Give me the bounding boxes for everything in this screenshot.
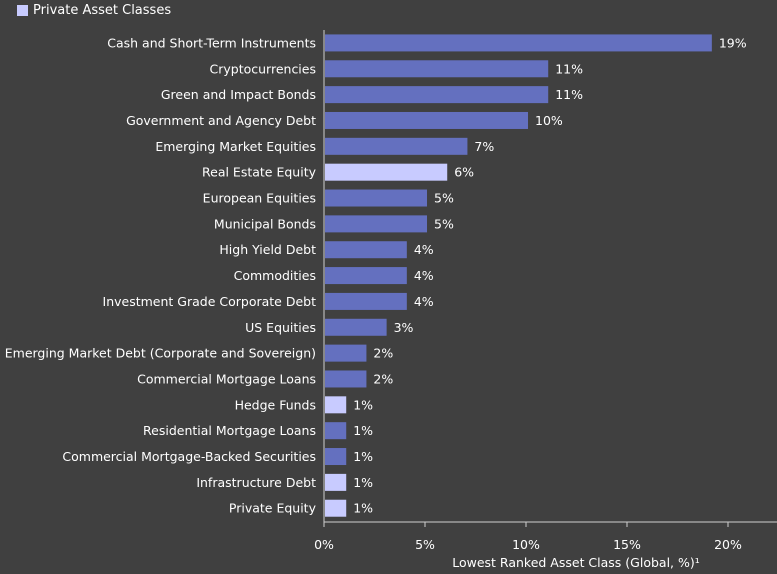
bar bbox=[325, 292, 407, 310]
x-tick-label: 5% bbox=[415, 537, 435, 552]
bar bbox=[325, 344, 367, 362]
category-label: Commercial Mortgage-Backed Securities bbox=[62, 449, 316, 464]
legend-label: Private Asset Classes bbox=[33, 3, 172, 18]
bar bbox=[325, 241, 407, 259]
category-label: Hedge Funds bbox=[235, 397, 316, 412]
category-label: Commodities bbox=[234, 268, 316, 283]
bar bbox=[325, 189, 428, 207]
category-label: Commercial Mortgage Loans bbox=[137, 371, 316, 386]
category-label: Residential Mortgage Loans bbox=[143, 423, 316, 438]
category-label: Municipal Bonds bbox=[214, 216, 316, 231]
value-label: 2% bbox=[373, 346, 393, 361]
bar bbox=[325, 60, 549, 78]
value-label: 6% bbox=[454, 165, 474, 180]
value-label: 5% bbox=[434, 216, 454, 231]
category-label: Investment Grade Corporate Debt bbox=[103, 294, 317, 309]
bar bbox=[325, 318, 387, 336]
chart-legend: Private Asset Classes bbox=[17, 3, 171, 18]
category-label: Government and Agency Debt bbox=[126, 113, 316, 128]
x-tick-label: 15% bbox=[613, 537, 641, 552]
category-label: US Equities bbox=[245, 320, 316, 335]
category-label: Private Equity bbox=[229, 501, 317, 516]
legend-swatch bbox=[17, 5, 28, 16]
x-axis-title: Lowest Ranked Asset Class (Global, %)¹ bbox=[452, 555, 700, 570]
bar bbox=[325, 34, 712, 52]
value-label: 4% bbox=[414, 242, 434, 257]
bar bbox=[325, 215, 428, 233]
value-label: 1% bbox=[353, 449, 373, 464]
category-label: Cryptocurrencies bbox=[210, 61, 317, 76]
category-label: European Equities bbox=[203, 191, 316, 206]
category-label: Cash and Short-Term Instruments bbox=[107, 35, 316, 50]
category-label: Infrastructure Debt bbox=[196, 475, 316, 490]
value-label: 11% bbox=[555, 87, 583, 102]
x-tick-label: 10% bbox=[512, 537, 540, 552]
value-label: 2% bbox=[373, 371, 393, 386]
value-label: 1% bbox=[353, 423, 373, 438]
bar bbox=[325, 448, 347, 466]
value-label: 7% bbox=[474, 139, 494, 154]
value-label: 1% bbox=[353, 501, 373, 516]
bar bbox=[325, 422, 347, 440]
bar bbox=[325, 111, 529, 129]
value-label: 1% bbox=[353, 397, 373, 412]
bar bbox=[325, 137, 468, 155]
bar bbox=[325, 163, 448, 181]
category-label: Emerging Market Equities bbox=[155, 139, 316, 154]
category-label: Real Estate Equity bbox=[202, 165, 317, 180]
value-label: 4% bbox=[414, 268, 434, 283]
bar bbox=[325, 473, 347, 491]
value-label: 1% bbox=[353, 475, 373, 490]
value-label: 5% bbox=[434, 191, 454, 206]
x-tick-label: 0% bbox=[314, 537, 334, 552]
bar bbox=[325, 370, 367, 388]
bar bbox=[325, 499, 347, 517]
value-label: 10% bbox=[535, 113, 563, 128]
bar bbox=[325, 267, 407, 285]
value-label: 3% bbox=[394, 320, 414, 335]
value-label: 19% bbox=[719, 35, 747, 50]
bar bbox=[325, 86, 549, 104]
category-label: Green and Impact Bonds bbox=[161, 87, 316, 102]
x-tick-label: 20% bbox=[714, 537, 742, 552]
value-label: 11% bbox=[555, 61, 583, 76]
value-label: 4% bbox=[414, 294, 434, 309]
category-label: High Yield Debt bbox=[219, 242, 316, 257]
category-label: Emerging Market Debt (Corporate and Sove… bbox=[5, 346, 316, 361]
bar bbox=[325, 396, 347, 414]
